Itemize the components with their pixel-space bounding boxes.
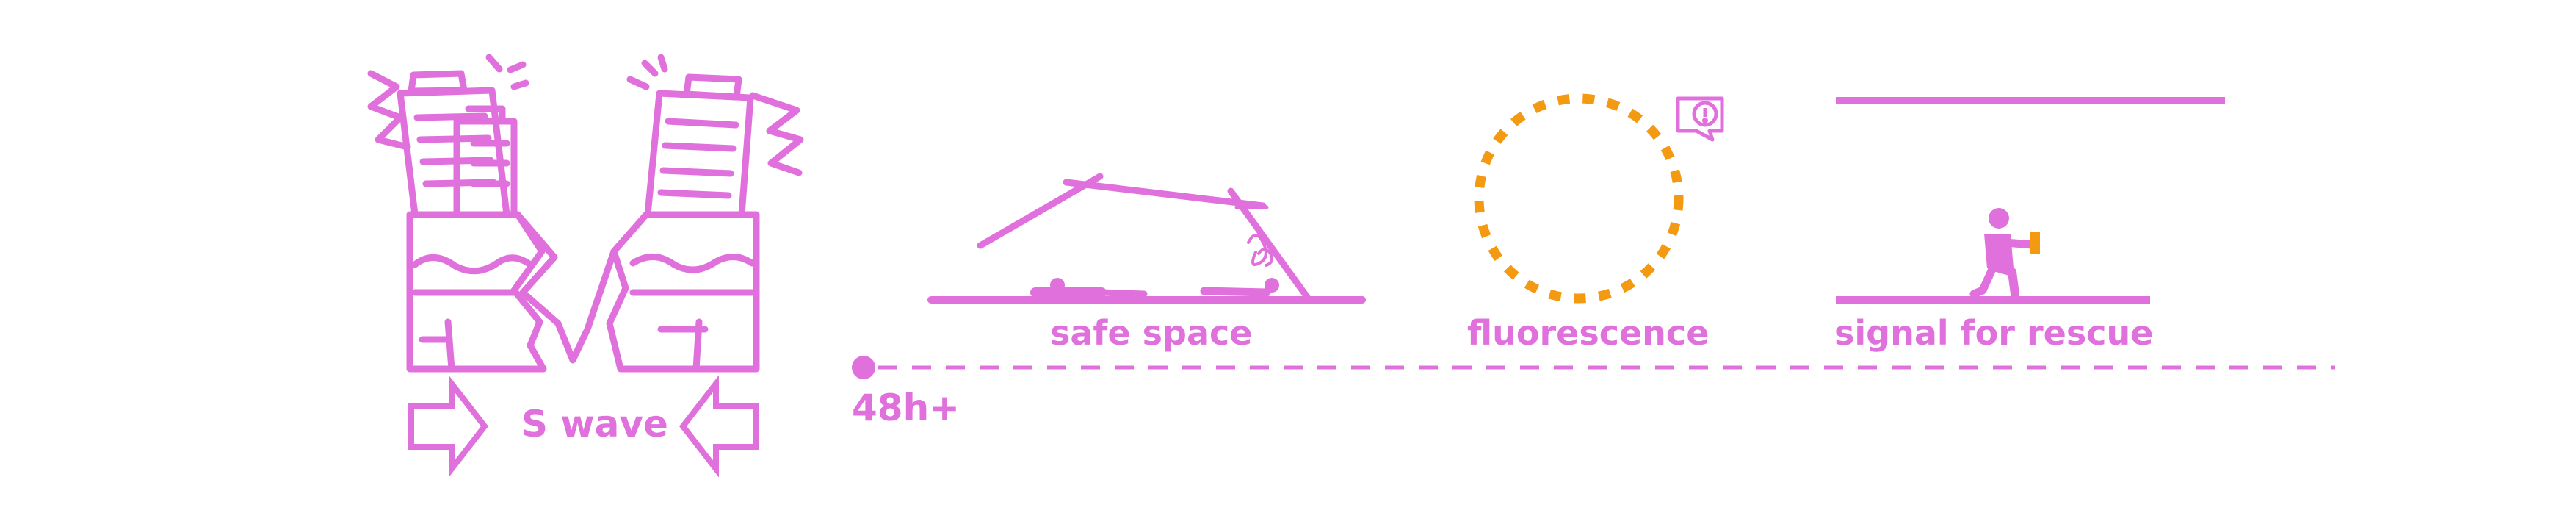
timeline-dot-icon <box>852 356 875 379</box>
s-wave-label: S wave <box>521 403 668 445</box>
fluorescence-label: fluorescence <box>1467 313 1710 353</box>
safe-space-label: safe space <box>1050 313 1253 353</box>
alert-bubble-icon <box>1676 96 1724 142</box>
collapsing-buildings-icon <box>367 54 804 373</box>
signal-for-rescue-label: signal for rescue <box>1834 313 2154 353</box>
arrow-right-icon <box>408 375 489 478</box>
kneeling-person-icon <box>1969 208 2040 298</box>
lean-to-shelter-icon <box>927 173 1366 304</box>
arrow-left-icon <box>679 375 759 478</box>
shelter-survivors <box>1050 278 1279 293</box>
timeline-start-label: 48h+ <box>852 387 960 429</box>
fluorescent-ring-icon <box>1474 93 1684 304</box>
